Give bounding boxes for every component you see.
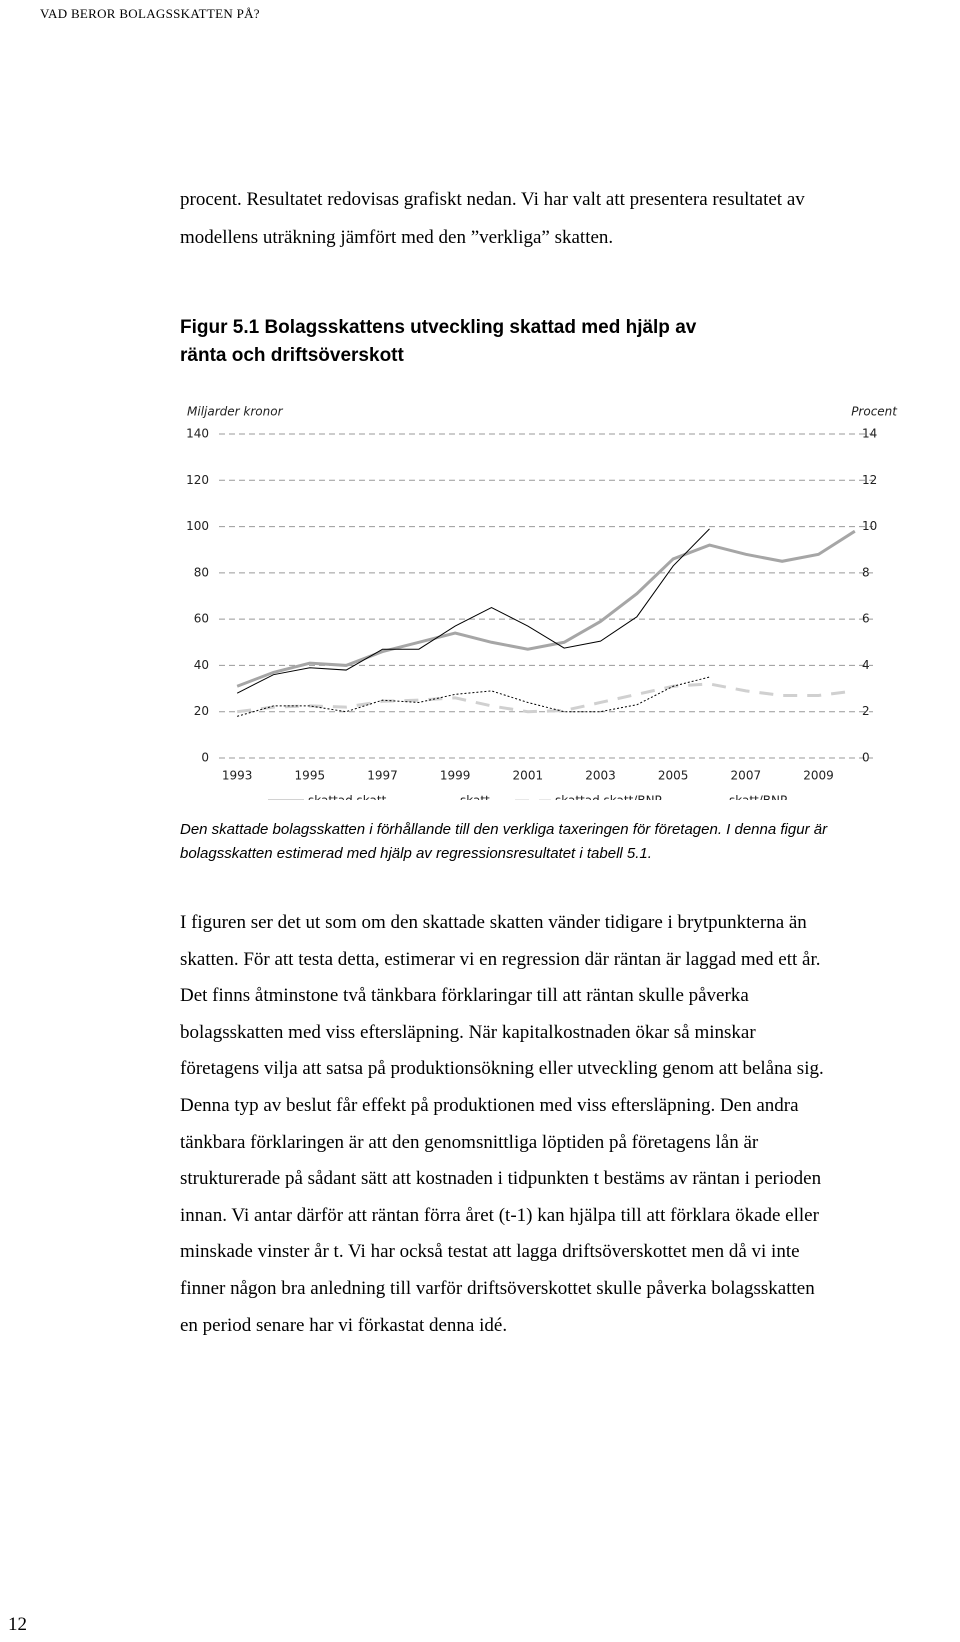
text-line: en period senare har vi förkastat denna … bbox=[180, 1314, 508, 1336]
y2-tick-label: 2 bbox=[862, 704, 870, 718]
y2-tick-label: 10 bbox=[862, 519, 877, 533]
text-line: Denna typ av beslut får effekt på produk… bbox=[180, 1095, 799, 1116]
y-axis-title: Miljarder kronor bbox=[187, 405, 284, 419]
figure-title: Figur 5.1 Bolagsskattens utveckling skat… bbox=[180, 314, 696, 370]
y2-tick-label: 12 bbox=[862, 473, 877, 487]
caption-line: Den skattade bolagsskatten i förhållande… bbox=[180, 821, 828, 838]
text-line: procent. Resultatet redovisas grafiskt n… bbox=[180, 189, 805, 210]
x-tick-label: 1997 bbox=[367, 769, 398, 783]
y-tick-label: 140 bbox=[186, 427, 209, 441]
figure-caption: Den skattade bolagsskatten i förhållande… bbox=[180, 818, 827, 866]
page-number: 12 bbox=[8, 1614, 27, 1635]
chart: Miljarder kronor Procent02040608010012014… bbox=[186, 405, 898, 801]
text-line: finner någon bra anledning till varför d… bbox=[180, 1278, 815, 1299]
series-line bbox=[236, 529, 856, 688]
title-line: ränta och driftsöverskott bbox=[180, 345, 404, 366]
y2-tick-label: 14 bbox=[862, 427, 877, 441]
legend-label: skattad skatt bbox=[308, 794, 387, 801]
x-tick-label: 1999 bbox=[440, 769, 471, 783]
text-line: modellens uträkning jämfört med den ”ver… bbox=[180, 227, 614, 248]
series-line bbox=[236, 682, 856, 714]
y2-tick-label: 6 bbox=[862, 612, 870, 626]
x-tick-label: 2005 bbox=[658, 769, 689, 783]
y2-tick-label: 8 bbox=[862, 565, 870, 579]
caption-line: bolagsskatten estimerad med hjälp av reg… bbox=[180, 845, 652, 862]
y-tick-label: 40 bbox=[194, 658, 209, 672]
x-tick-label: 2001 bbox=[513, 769, 544, 783]
text-line: bolagsskatten med viss eftersläpning. Nä… bbox=[180, 1021, 756, 1043]
text-line: skatten. För att testa detta, estimerar … bbox=[180, 948, 821, 970]
x-tick-label: 1995 bbox=[295, 769, 326, 783]
text-line: minskade vinster år t. Vi har också test… bbox=[180, 1241, 800, 1263]
text-line: innan. Vi antar därför att räntan förra … bbox=[180, 1204, 819, 1226]
text-line: företagens vilja att satsa på produktion… bbox=[180, 1058, 824, 1080]
y-tick-label: 60 bbox=[194, 612, 209, 626]
x-tick-label: 2009 bbox=[803, 769, 834, 783]
text-line: tänkbara förklaringen är att den genomsn… bbox=[180, 1131, 759, 1153]
x-tick-label: 2007 bbox=[731, 769, 762, 783]
x-tick-label: 1993 bbox=[222, 769, 253, 783]
x-tick-label: 2003 bbox=[585, 769, 616, 783]
y2-tick-label: 0 bbox=[862, 751, 870, 765]
text-line: I figuren ser det ut som om den skattade… bbox=[180, 912, 807, 933]
y-tick-label: 100 bbox=[186, 519, 209, 533]
legend-label: skatt bbox=[460, 794, 490, 801]
series-line bbox=[237, 676, 710, 717]
text-line: strukturerade på sådant sätt att kostnad… bbox=[180, 1168, 822, 1190]
y2-tick-label: 4 bbox=[862, 658, 870, 672]
series-line bbox=[236, 528, 710, 694]
legend-label: skatt/BNP bbox=[729, 794, 787, 801]
legend-label: skattad skatt/BNP bbox=[555, 794, 662, 801]
title-line: Figur 5.1 Bolagsskattens utveckling skat… bbox=[180, 317, 697, 338]
text-line: Det finns åtminstone två tänkbara förkla… bbox=[180, 985, 749, 1007]
y2-axis-title: Procent bbox=[851, 405, 898, 419]
y-tick-label: 80 bbox=[194, 565, 209, 579]
running-header: VAD BEROR BOLAGSSKATTEN PÅ? bbox=[40, 6, 260, 21]
y-tick-label: 0 bbox=[201, 751, 209, 765]
y-tick-label: 120 bbox=[186, 473, 209, 487]
y-tick-label: 20 bbox=[194, 704, 209, 718]
